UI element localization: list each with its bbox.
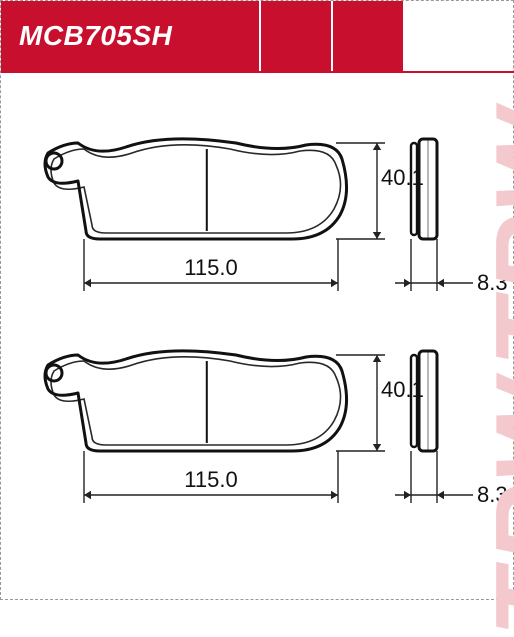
diagram-area: TRW TRW 115.040.18.3115.040.18.3 bbox=[1, 73, 514, 601]
svg-text:8.3: 8.3 bbox=[477, 482, 508, 507]
svg-text:8.3: 8.3 bbox=[477, 270, 508, 295]
svg-text:115.0: 115.0 bbox=[184, 467, 237, 492]
header-boxes bbox=[189, 1, 405, 71]
svg-text:40.1: 40.1 bbox=[381, 377, 424, 402]
svg-text:115.0: 115.0 bbox=[184, 255, 237, 280]
header-title-box: MCB705SH bbox=[1, 1, 189, 71]
header-box bbox=[189, 1, 261, 71]
diagram-container: MCB705SH TRW TRW 115.040.18.3115.040.18.… bbox=[0, 0, 514, 600]
header-box bbox=[261, 1, 333, 71]
svg-text:40.1: 40.1 bbox=[381, 165, 424, 190]
technical-drawing: 115.0 40.1 8.3 115.0 40.1 8.3 bbox=[1, 73, 514, 601]
header-box bbox=[333, 1, 405, 71]
product-code: MCB705SH bbox=[19, 20, 172, 52]
